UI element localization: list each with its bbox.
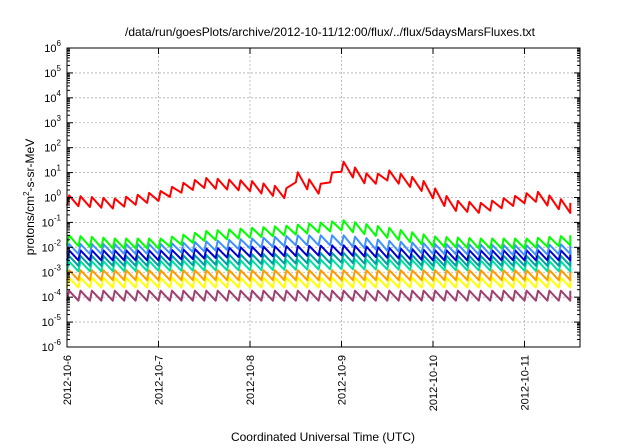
series-line [66,269,572,282]
y-tick-label: 105 [44,64,61,80]
y-tick-label: 106 [44,39,61,55]
series-line [66,160,572,214]
x-tick-label: 2012-10-11 [520,355,532,410]
x-tick-label: 2012-10-10 [428,355,440,411]
series-line [66,276,572,289]
x-tick-label: 2012-10-9 [337,355,349,405]
y-axis-label: protons/cm2-s-sr-MeV [22,139,37,255]
y-tick-label: 10-4 [42,288,62,304]
y-tick-label: 10-2 [42,238,62,254]
y-axis-label-base: protons/cm [23,196,37,255]
series-line [66,251,572,267]
x-axis-label: Coordinated Universal Time (UTC) [231,430,415,444]
y-tick-label: 10-3 [42,263,62,279]
x-tick-label: 2012-10-8 [245,355,257,405]
y-tick-label: 103 [44,114,61,130]
series-line [66,244,572,262]
y-tick-label: 102 [44,139,61,155]
chart-title: /data/run/goesPlots/archive/2012-10-11/1… [125,25,536,39]
y-tick-label: 10-1 [42,213,62,229]
series-line [66,234,572,257]
y-axis-ticks: 106 105 104 103 102 101 100 10-1 10-2 10-3 10-4 10-… [42,39,580,354]
y-tick-label: 104 [44,89,61,105]
x-axis-ticks: 2012-10-6 2012-10-7 2012-10-8 2012-10-9 2012… [62,48,532,411]
series-line [66,219,572,250]
y-tick-label: 10-6 [42,338,62,354]
y-axis-label-tail: -s-sr-MeV [23,139,37,192]
series-layer [66,160,572,302]
y-tick-label: 10-5 [42,313,62,329]
y-tick-label: 100 [44,189,61,205]
y-axis-label-exponent: 2 [22,191,31,196]
x-tick-label: 2012-10-6 [62,355,74,405]
series-line [66,289,572,302]
x-tick-label: 2012-10-7 [154,355,166,405]
y-tick-label: 101 [44,164,61,180]
